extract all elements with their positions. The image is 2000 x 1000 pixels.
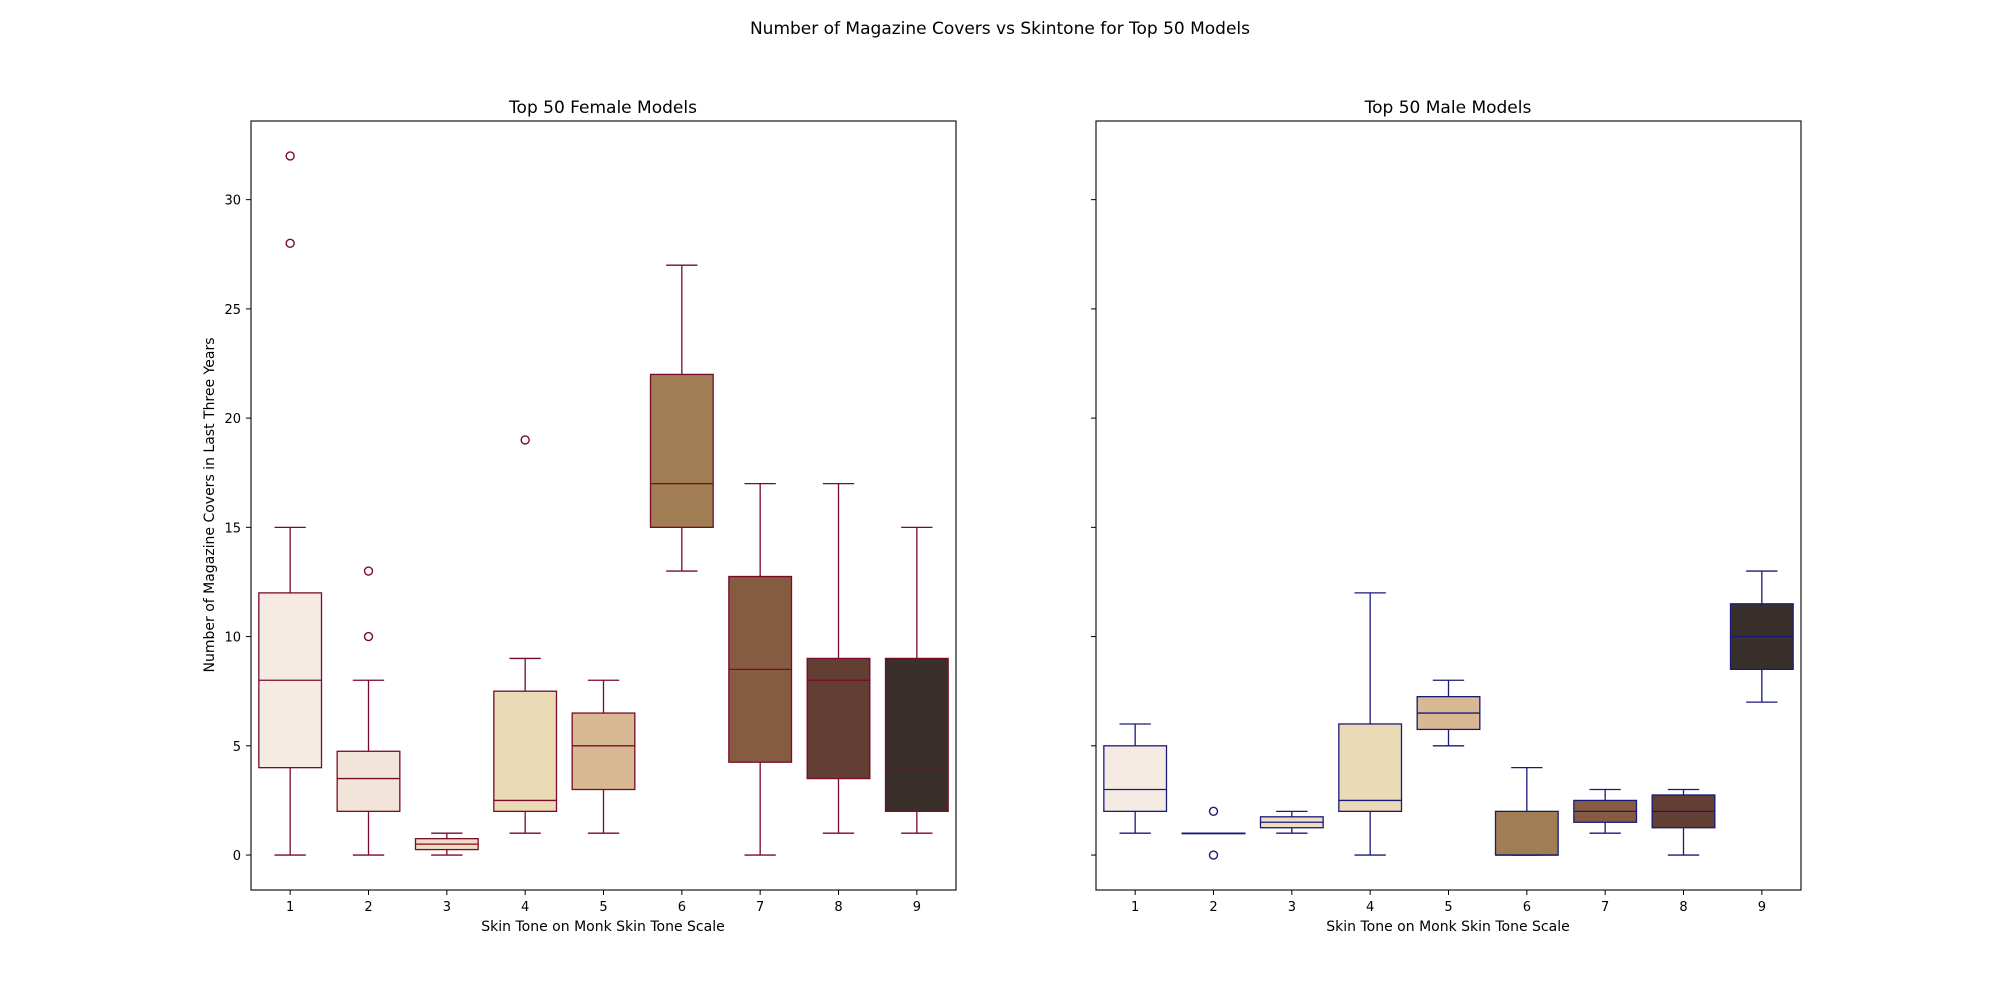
x-tick-label: 1 (286, 900, 294, 915)
x-tick-label: 6 (1523, 900, 1531, 915)
y-tick-label: 10 (224, 631, 241, 646)
outlier-point (363, 631, 374, 642)
male-box-5 (1416, 679, 1481, 747)
iqr-box (336, 750, 401, 813)
x-tick-label: 4 (1366, 900, 1374, 915)
y-tick-label: 20 (224, 412, 241, 427)
x-tick-label: 6 (678, 900, 686, 915)
x-tick-label: 8 (834, 900, 842, 915)
female-axes: 1 2 3 4 5 6 7 8 9 0 5 10 15 20 25 30 (224, 120, 957, 915)
female-box-2 (336, 566, 401, 856)
iqr-box (571, 712, 636, 791)
female-panel-title: Top 50 Female Models (508, 98, 697, 118)
x-tick-label: 3 (443, 900, 451, 915)
x-tick-label: 9 (913, 900, 921, 915)
female-box-9 (884, 526, 949, 834)
female-box-3 (414, 832, 479, 856)
female-models-panel: Top 50 Female Models Skin Tone on Monk S… (224, 98, 957, 935)
x-tick-label: 7 (1601, 900, 1609, 915)
y-tick-label: 30 (224, 194, 241, 209)
iqr-box (493, 690, 558, 813)
male-panel-title: Top 50 Male Models (1364, 98, 1532, 118)
male-box-marks (1103, 570, 1794, 860)
x-tick-label: 1 (1131, 900, 1139, 915)
male-box-2 (1181, 806, 1246, 860)
female-box-8 (806, 483, 871, 834)
iqr-box (1494, 810, 1559, 856)
male-x-axis-label: Skin Tone on Monk Skin Tone Scale (1326, 919, 1569, 935)
x-tick-label: 2 (364, 900, 372, 915)
male-box-6 (1494, 767, 1559, 856)
figure-suptitle: Number of Magazine Covers vs Skintone fo… (750, 19, 1250, 39)
female-x-axis-label: Skin Tone on Monk Skin Tone Scale (481, 919, 724, 935)
x-tick-label: 7 (756, 900, 764, 915)
x-tick-label: 4 (521, 900, 529, 915)
female-box-5 (571, 679, 636, 834)
female-box-marks (258, 151, 949, 856)
outlier-point (520, 435, 530, 445)
y-tick-label: 25 (224, 303, 241, 318)
x-tick-label: 9 (1758, 900, 1766, 915)
female-box-6 (649, 264, 714, 572)
male-box-3 (1259, 810, 1324, 834)
x-tick-label: 2 (1209, 900, 1217, 915)
female-box-7 (728, 483, 793, 856)
female-box-1 (258, 151, 323, 856)
y-tick-label: 5 (233, 740, 241, 755)
male-axes: 1 2 3 4 5 6 7 8 9 (1091, 120, 1802, 915)
male-box-1 (1103, 723, 1168, 834)
y-axis-label: Number of Magazine Covers in Last Three … (202, 338, 218, 673)
iqr-box (649, 373, 714, 528)
outlier-point (1208, 806, 1219, 817)
iqr-box (1103, 745, 1168, 813)
outlier-point (363, 566, 374, 576)
female-box-4 (493, 435, 558, 834)
outlier-point (285, 151, 295, 161)
iqr-box (806, 657, 871, 780)
iqr-box (884, 657, 949, 813)
x-tick-label: 3 (1288, 900, 1296, 915)
outlier-point (285, 238, 295, 249)
y-tick-label: 15 (224, 521, 241, 536)
y-tick-label: 0 (233, 849, 241, 864)
male-box-7 (1573, 788, 1638, 834)
iqr-box (1338, 723, 1403, 813)
male-box-9 (1729, 570, 1794, 703)
x-tick-label: 8 (1679, 900, 1687, 915)
x-tick-label: 5 (599, 900, 607, 915)
x-tick-label: 5 (1444, 900, 1452, 915)
male-box-4 (1338, 592, 1403, 856)
male-box-8 (1651, 788, 1716, 856)
male-models-panel: Top 50 Male Models Skin Tone on Monk Ski… (1091, 98, 1802, 935)
outlier-point (1208, 850, 1219, 860)
